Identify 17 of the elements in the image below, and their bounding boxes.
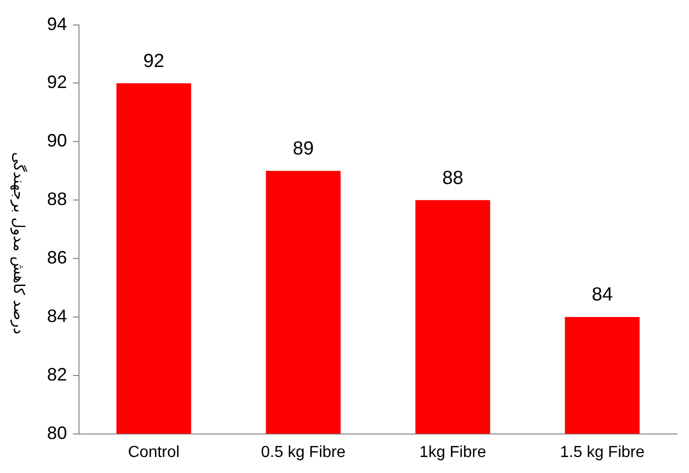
y-tick-label: 90 — [46, 130, 68, 151]
data-label: 89 — [292, 138, 314, 160]
y-tick-label: 82 — [46, 364, 68, 384]
y-tick-label: 88 — [46, 189, 68, 210]
data-label: 88 — [442, 168, 464, 189]
x-tick-label: 1kg Fibre — [419, 444, 486, 461]
data-label: 92 — [143, 50, 164, 72]
y-tick-label: 86 — [46, 247, 68, 268]
y-tick-label: 80 — [46, 422, 68, 443]
data-label: 84 — [592, 284, 614, 306]
y-axis-title: درصد کاهش مدول برجهندگی — [10, 152, 28, 334]
y-tick-label: 84 — [46, 306, 68, 326]
y-tick-label: 92 — [46, 72, 68, 92]
x-tick-label: 1.5 kg Fibre — [560, 444, 645, 461]
x-tick-label: Control — [128, 444, 180, 461]
y-tick-label: 94 — [46, 14, 68, 34]
x-tick-label: 0.5 kg Fibre — [261, 444, 346, 461]
